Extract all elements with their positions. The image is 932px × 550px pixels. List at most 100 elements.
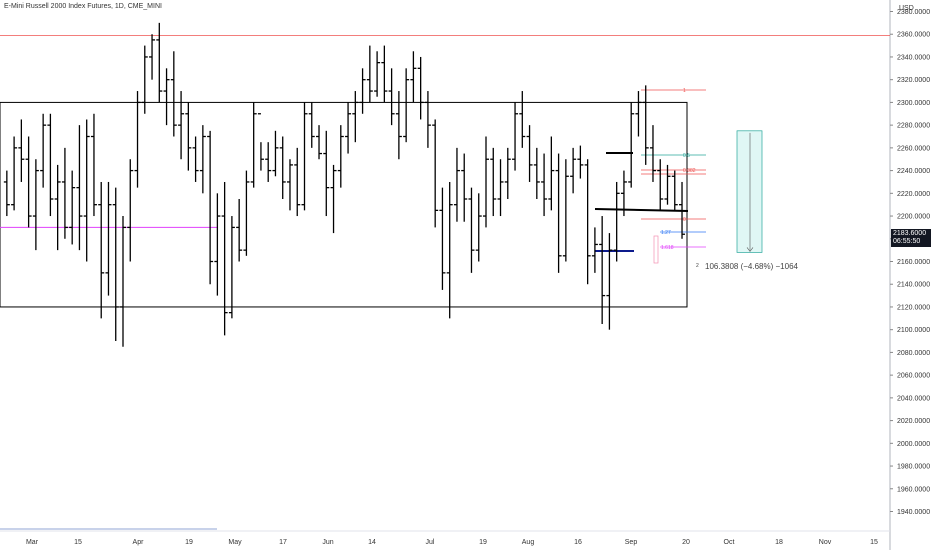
ohlc-bar <box>337 125 344 188</box>
ohlc-bar <box>635 91 642 137</box>
price-tick-label: 2060.0000 <box>897 373 930 380</box>
time-tick-label: 20 <box>682 539 690 546</box>
ohlc-bar <box>497 159 504 217</box>
symbol-title: E-Mini Russell 2000 Index Futures, 1D, C… <box>4 3 162 10</box>
ohlc-bar <box>381 45 388 103</box>
ohlc-bar <box>533 147 540 199</box>
ohlc-bar <box>47 113 54 217</box>
ohlc-bar <box>483 136 489 228</box>
time-tick-label: 16 <box>574 539 582 546</box>
ohlc-bar <box>265 142 272 182</box>
ohlc-bar <box>599 216 606 324</box>
ohlc-bar <box>76 125 83 251</box>
price-tick-label: 2360.0000 <box>897 32 930 39</box>
price-tick-label: 2120.0000 <box>897 304 930 311</box>
ohlc-bar <box>664 164 671 205</box>
ohlc-bar <box>127 159 134 262</box>
ohlc-bar <box>512 102 519 171</box>
ohlc-bar <box>504 147 511 199</box>
ohlc-bar <box>671 170 678 211</box>
ohlc-bar <box>149 34 156 80</box>
price-axis-unit: USD <box>899 5 914 12</box>
time-tick-label: Aug <box>522 539 535 546</box>
price-tick-label: 2040.0000 <box>897 395 930 402</box>
measure-label: 106.3808 (−4.68%) −1064 <box>705 262 799 271</box>
ohlc-bar <box>308 102 315 148</box>
time-tick-label: 19 <box>479 539 487 546</box>
ohlc-bar <box>591 227 598 273</box>
ohlc-bar <box>69 170 76 245</box>
price-tick-label: 2340.0000 <box>897 54 930 61</box>
ohlc-bar <box>628 102 635 188</box>
ohlc-bars <box>3 22 686 347</box>
bar-countdown: 06:55:50 <box>893 238 921 246</box>
ohlc-bar <box>410 51 417 103</box>
time-tick-label: May <box>228 539 242 546</box>
price-tick-label: 2000.0000 <box>897 441 930 448</box>
ohlc-bar <box>83 119 90 262</box>
ohlc-bar <box>257 113 264 171</box>
ohlc-bar <box>395 91 402 160</box>
price-tick-label: 2080.0000 <box>897 350 930 357</box>
time-tick-label: 19 <box>185 539 193 546</box>
ohlc-bar <box>141 45 148 114</box>
ohlc-bar <box>439 187 446 290</box>
ohlc-bar <box>519 91 526 148</box>
ohlc-bar <box>453 147 460 222</box>
ohlc-bar <box>243 170 250 256</box>
price-tick-label: 1980.0000 <box>897 464 930 471</box>
ohlc-bar <box>178 91 185 160</box>
price-tick-label: 1960.0000 <box>897 486 930 493</box>
ohlc-bar <box>286 159 293 211</box>
ohlc-bar <box>98 181 105 319</box>
time-tick-label: Nov <box>819 539 832 546</box>
price-tick-label: 2320.0000 <box>897 77 930 84</box>
ohlc-bar <box>374 51 381 97</box>
fib-level-label: 0.382 <box>683 168 696 174</box>
price-tick-label: 2240.0000 <box>897 168 930 175</box>
ohlc-bar <box>679 181 686 239</box>
ohlc-bar <box>323 130 330 217</box>
ohlc-bar <box>577 145 584 179</box>
fib-range-bracket <box>653 235 659 264</box>
ohlc-bar <box>54 164 61 251</box>
price-tick-label: 2020.0000 <box>897 418 930 425</box>
time-tick-label: Jul <box>426 539 435 546</box>
ohlc-bar <box>90 113 97 217</box>
ohlc-bar <box>156 22 163 103</box>
ohlc-bar <box>620 170 627 217</box>
ohlc-bar <box>228 216 235 319</box>
fib-level-label: 1.618 <box>661 245 674 251</box>
ohlc-bar <box>40 113 47 188</box>
fib-level-label: 2 <box>696 263 699 269</box>
ohlc-bar <box>548 136 555 211</box>
ohlc-bar <box>446 181 453 319</box>
ohlc-bar <box>606 233 613 330</box>
ohlc-bar <box>105 181 112 296</box>
ohlc-bar <box>562 159 569 262</box>
ohlc-bar <box>475 193 482 262</box>
ohlc-bar <box>584 159 591 285</box>
ohlc-bar <box>403 68 410 143</box>
ohlc-bar <box>366 45 373 103</box>
time-tick-label: Sep <box>625 539 638 546</box>
price-tick-label: 2380.0000 <box>897 9 930 16</box>
ohlc-bar <box>134 91 141 188</box>
last-price-value: 2183.6000 <box>893 230 927 238</box>
ohlc-bar <box>199 125 206 194</box>
ohlc-bar <box>461 153 468 222</box>
time-axis[interactable]: Mar 15 Apr 19 May 17 Jun 14 Jul 19 Aug 16 Sep 20 Oct 18… <box>26 539 878 546</box>
time-tick-label: 15 <box>74 539 82 546</box>
ohlc-bar <box>555 153 562 273</box>
time-tick-label: 18 <box>775 539 783 546</box>
drawings-layer: 1 0.5 0.382 0 1.27 1.618 2 106.3808 (−4.68%) −1… <box>0 34 890 308</box>
ohlc-bar <box>432 119 439 228</box>
ohlc-bar <box>352 91 359 143</box>
price-tick-label: 2260.0000 <box>897 145 930 152</box>
chart-area <box>0 0 891 550</box>
ohlc-bar <box>657 159 664 211</box>
ohlc-bar <box>424 91 431 148</box>
ohlc-bar <box>120 216 126 347</box>
